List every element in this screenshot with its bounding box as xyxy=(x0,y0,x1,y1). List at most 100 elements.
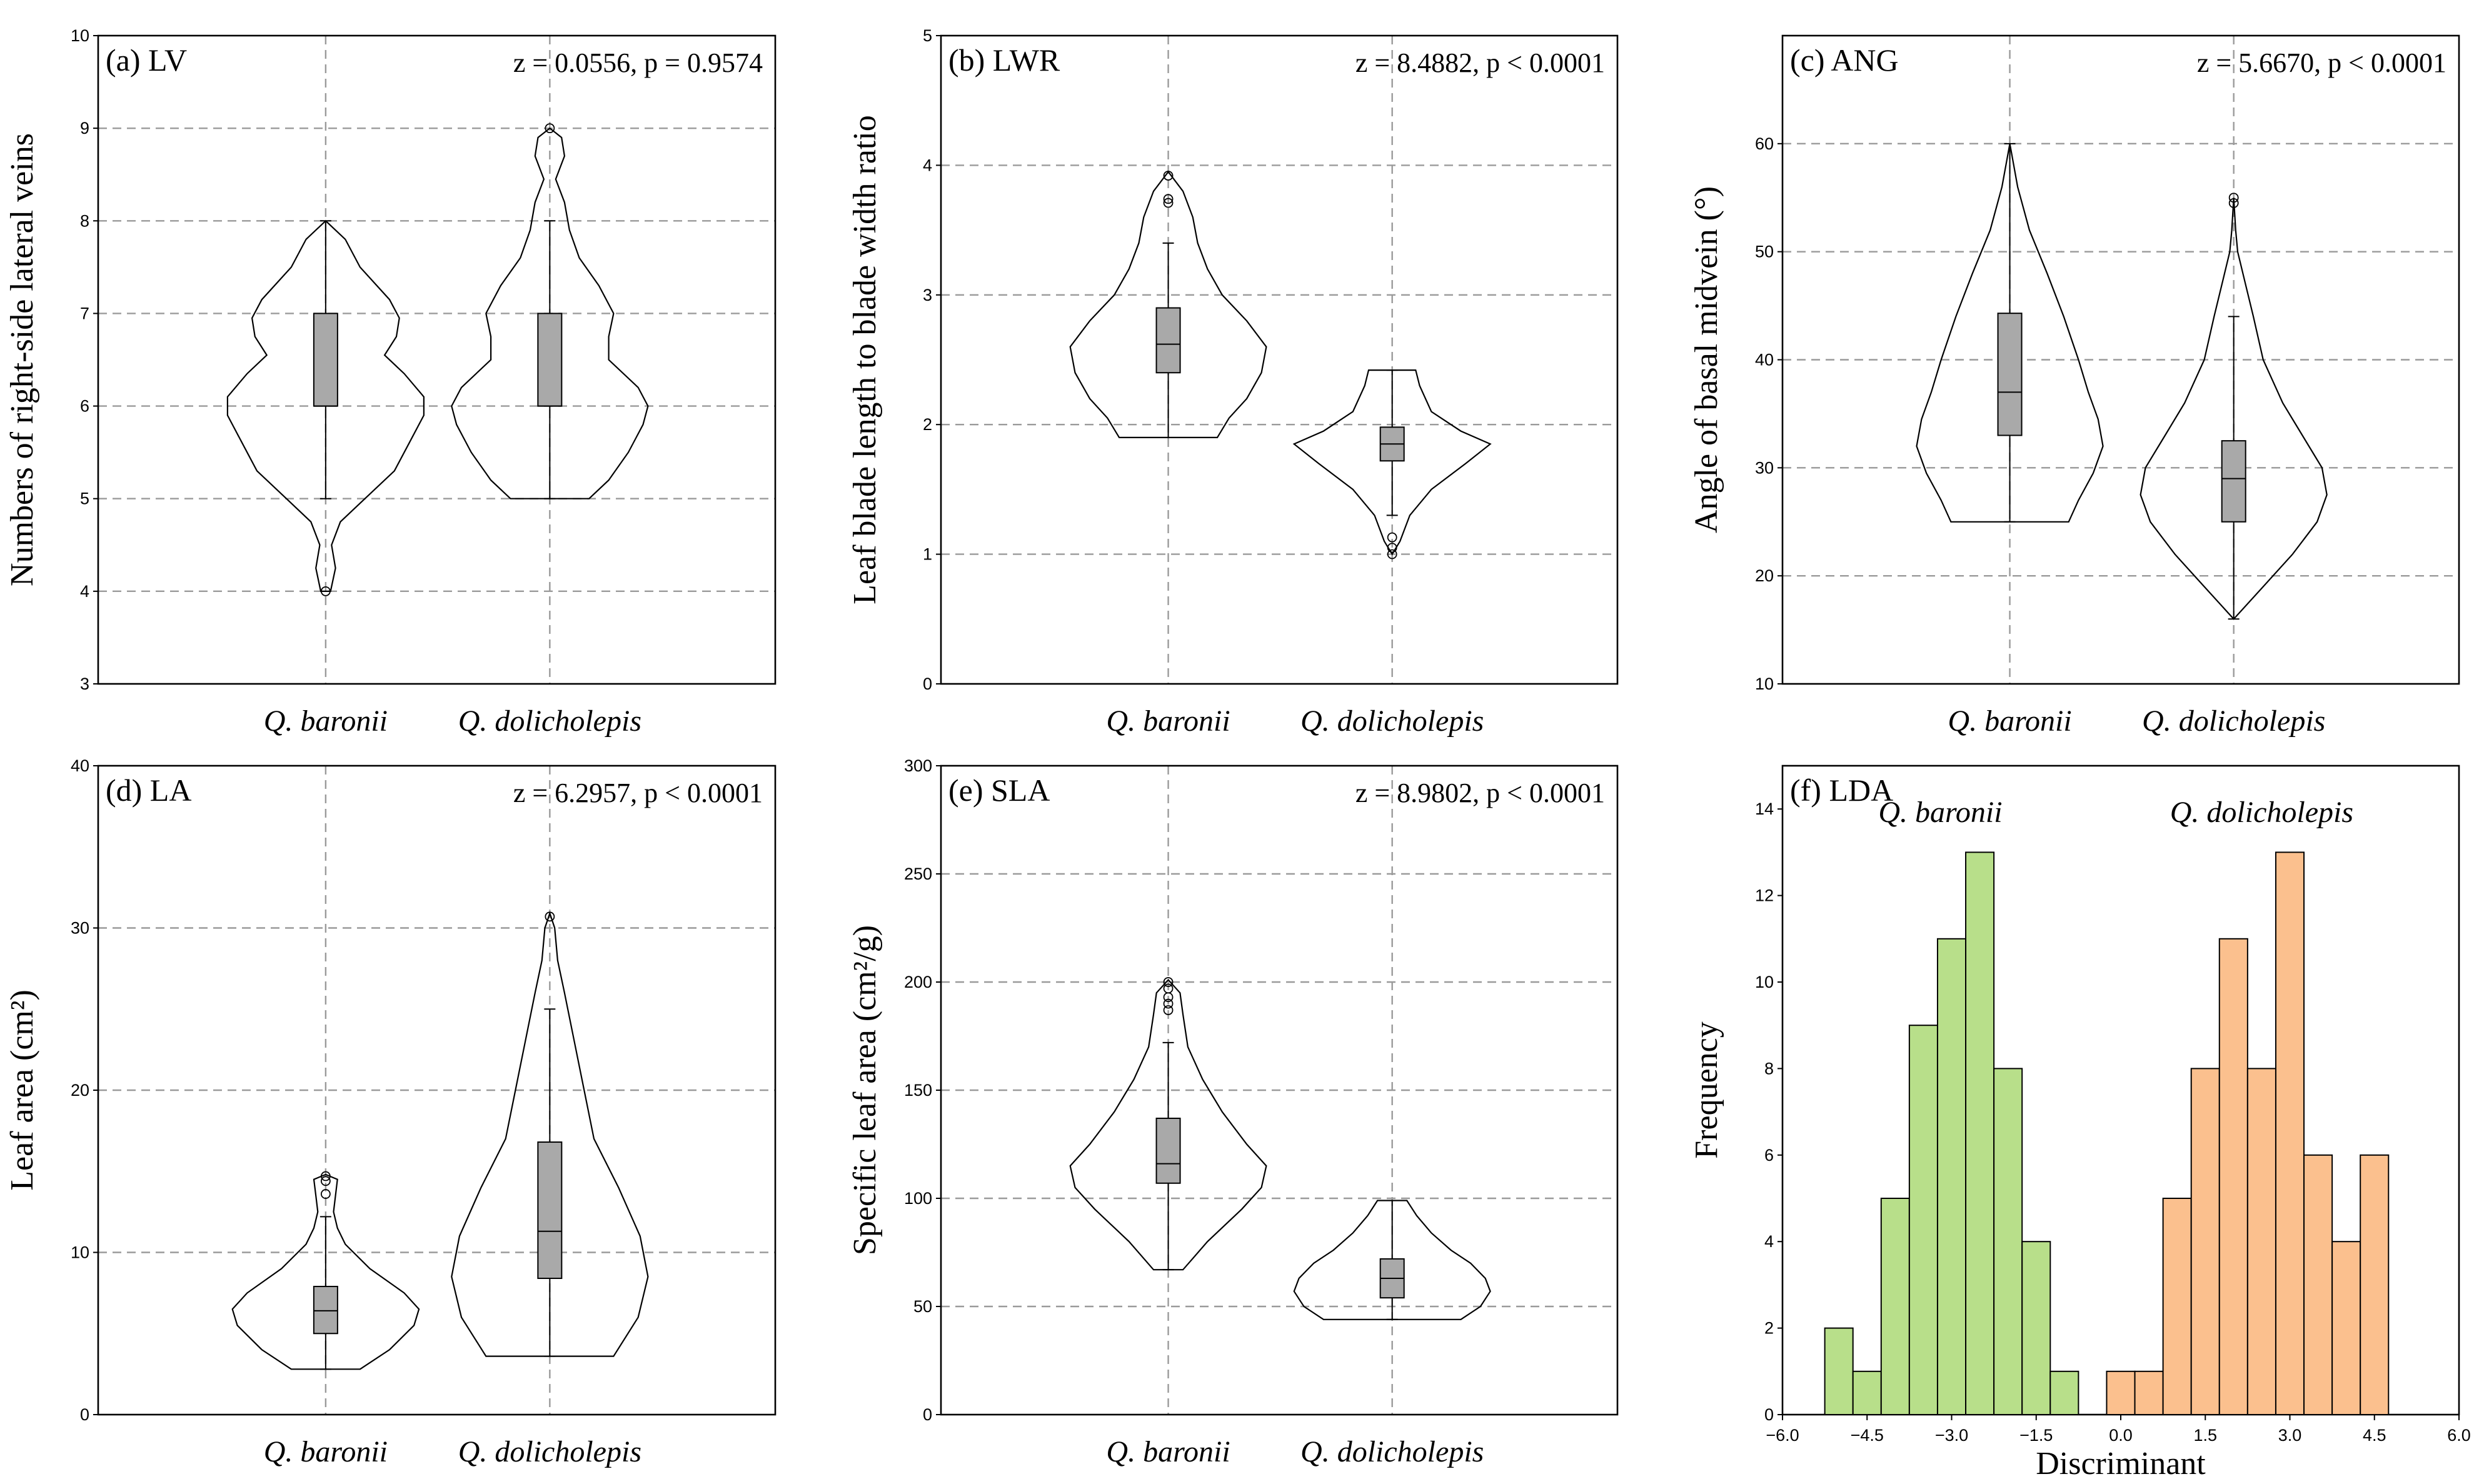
y-tick-label: 60 xyxy=(1755,134,1774,153)
y-tick-label: 20 xyxy=(1755,566,1774,585)
y-axis-label: Specific leaf area (cm²/g) xyxy=(847,925,883,1255)
y-axis-label: Numbers of right-side lateral veins xyxy=(4,133,40,586)
panel-title: (c) ANG xyxy=(1790,43,1899,78)
histogram-bar xyxy=(1852,1370,1882,1416)
series-1 xyxy=(1824,851,2079,1416)
y-tick-label: 2 xyxy=(923,415,932,434)
outlier-point xyxy=(1163,198,1174,208)
histogram-bar xyxy=(2021,1241,2051,1415)
y-tick-label: 5 xyxy=(923,26,932,45)
outlier-point xyxy=(320,1176,331,1186)
y-tick-label: 40 xyxy=(1755,351,1774,369)
histogram-bar xyxy=(1824,1327,1854,1416)
outlier-point xyxy=(1163,998,1174,1009)
x-tick-label: −4.5 xyxy=(1851,1426,1884,1445)
y-tick-label: 50 xyxy=(1755,243,1774,261)
histogram-bar xyxy=(1880,1198,1910,1415)
y-tick-label: 40 xyxy=(71,756,89,775)
panel-1: 3 4 5 6 7 8 9 10 Q. baronii Q. dolicholepis z = 0.… xyxy=(4,26,777,738)
category-label: Q. dolicholepis xyxy=(458,1435,641,1468)
x-axis-label: Discriminant xyxy=(2036,1446,2206,1481)
outlier-point xyxy=(1387,549,1397,559)
outlier-point xyxy=(2228,198,2239,208)
panel-title: (e) SLA xyxy=(948,773,1050,808)
y-tick-label: 30 xyxy=(1755,458,1774,477)
violin-outline xyxy=(1069,978,1267,1271)
iqr-box xyxy=(537,1141,563,1280)
y-tick-label: 0 xyxy=(80,1405,89,1424)
histogram-bar xyxy=(2162,1198,2192,1415)
violin-outline xyxy=(231,1173,420,1370)
y-tick-label: 300 xyxy=(904,756,932,775)
y-tick-label: 20 xyxy=(71,1081,89,1100)
group-1 xyxy=(226,219,425,596)
iqr-box xyxy=(1997,313,2023,436)
outlier-point xyxy=(1387,532,1397,543)
violin-outline xyxy=(226,219,425,592)
histogram-bar xyxy=(2246,1068,2276,1415)
y-tick-label: 150 xyxy=(904,1081,932,1100)
y-axis-label: Angle of basal midvein (°) xyxy=(1689,186,1724,533)
outlier-point xyxy=(320,1189,331,1199)
y-tick-label: 4 xyxy=(923,156,932,174)
y-axis-label: Leaf blade length to blade width ratio xyxy=(847,115,883,604)
y-tick-label: 3 xyxy=(923,286,932,304)
panel-2: 0 1 2 3 4 5 Q. baronii Q. dolicholepis z = 8.488… xyxy=(847,26,1619,738)
histogram-bar xyxy=(2331,1241,2361,1415)
x-tick-label: 4.5 xyxy=(2363,1426,2386,1445)
y-tick-label: 0 xyxy=(1764,1405,1774,1424)
series-label: Q. dolicholepis xyxy=(2170,796,2353,829)
y-tick-label: 1 xyxy=(923,545,932,564)
y-tick-label: 30 xyxy=(71,919,89,938)
y-axis-label: Leaf area (cm²) xyxy=(4,990,40,1191)
y-tick-label: 4 xyxy=(1764,1232,1774,1251)
category-label: Q. dolicholepis xyxy=(2142,704,2325,738)
category-label: Q. baronii xyxy=(1106,704,1230,738)
histogram-bar xyxy=(2360,1154,2390,1416)
category-label: Q. baronii xyxy=(264,1435,388,1468)
group-1 xyxy=(1916,143,2104,523)
y-tick-label: 10 xyxy=(1755,973,1774,991)
category-label: Q. baronii xyxy=(1948,704,2071,738)
y-tick-label: 8 xyxy=(1764,1059,1774,1078)
y-tick-label: 6 xyxy=(80,397,89,416)
series-label: Q. baronii xyxy=(1878,796,2002,829)
iqr-box xyxy=(537,313,563,407)
x-tick-label: −1.5 xyxy=(2019,1426,2053,1445)
histogram-bar xyxy=(2303,1154,2333,1416)
histogram-bar xyxy=(2134,1370,2164,1416)
histogram-bar xyxy=(1993,1068,2023,1415)
violin-outline xyxy=(1916,143,2104,523)
group-1 xyxy=(1069,170,1267,438)
y-tick-label: 4 xyxy=(80,582,89,601)
outlier-point xyxy=(1163,1005,1174,1015)
category-label: Q. baronii xyxy=(264,704,388,738)
y-tick-label: 10 xyxy=(71,26,89,45)
y-axis-label: Frequency xyxy=(1689,1021,1724,1158)
stat-annotation: z = 8.4882, p < 0.0001 xyxy=(1355,48,1605,78)
y-tick-label: 0 xyxy=(923,1405,932,1424)
panel-6: 0 2 4 6 8 10 12 14 −6.0 −4.5 −3.0 −1.5 0.0 1.5 3.0 4.5 6… xyxy=(1689,765,2471,1481)
histogram-bar xyxy=(1936,938,1967,1416)
x-tick-label: 6.0 xyxy=(2447,1426,2471,1445)
category-label: Q. baronii xyxy=(1106,1435,1230,1468)
outlier-point xyxy=(1163,171,1174,181)
outlier-point xyxy=(320,586,331,596)
y-tick-label: 100 xyxy=(904,1189,932,1208)
plot-frame xyxy=(940,34,1619,685)
stat-annotation: z = 8.9802, p < 0.0001 xyxy=(1355,778,1605,808)
stat-annotation: z = 5.6670, p < 0.0001 xyxy=(2197,48,2446,78)
group-2 xyxy=(1292,369,1492,559)
category-label: Q. dolicholepis xyxy=(1300,704,1484,738)
panel-3: 10 20 30 40 50 60 Q. baronii Q. dolicholepis z =… xyxy=(1689,34,2460,738)
y-tick-label: 50 xyxy=(913,1297,932,1316)
y-tick-label: 6 xyxy=(1764,1146,1774,1165)
plot-frame xyxy=(97,34,777,685)
x-tick-label: 0.0 xyxy=(2109,1426,2133,1445)
y-tick-label: 9 xyxy=(80,119,89,138)
iqr-box xyxy=(313,313,338,407)
series-2 xyxy=(2106,851,2390,1416)
violin-outline xyxy=(451,127,649,499)
category-label: Q. dolicholepis xyxy=(458,704,641,738)
